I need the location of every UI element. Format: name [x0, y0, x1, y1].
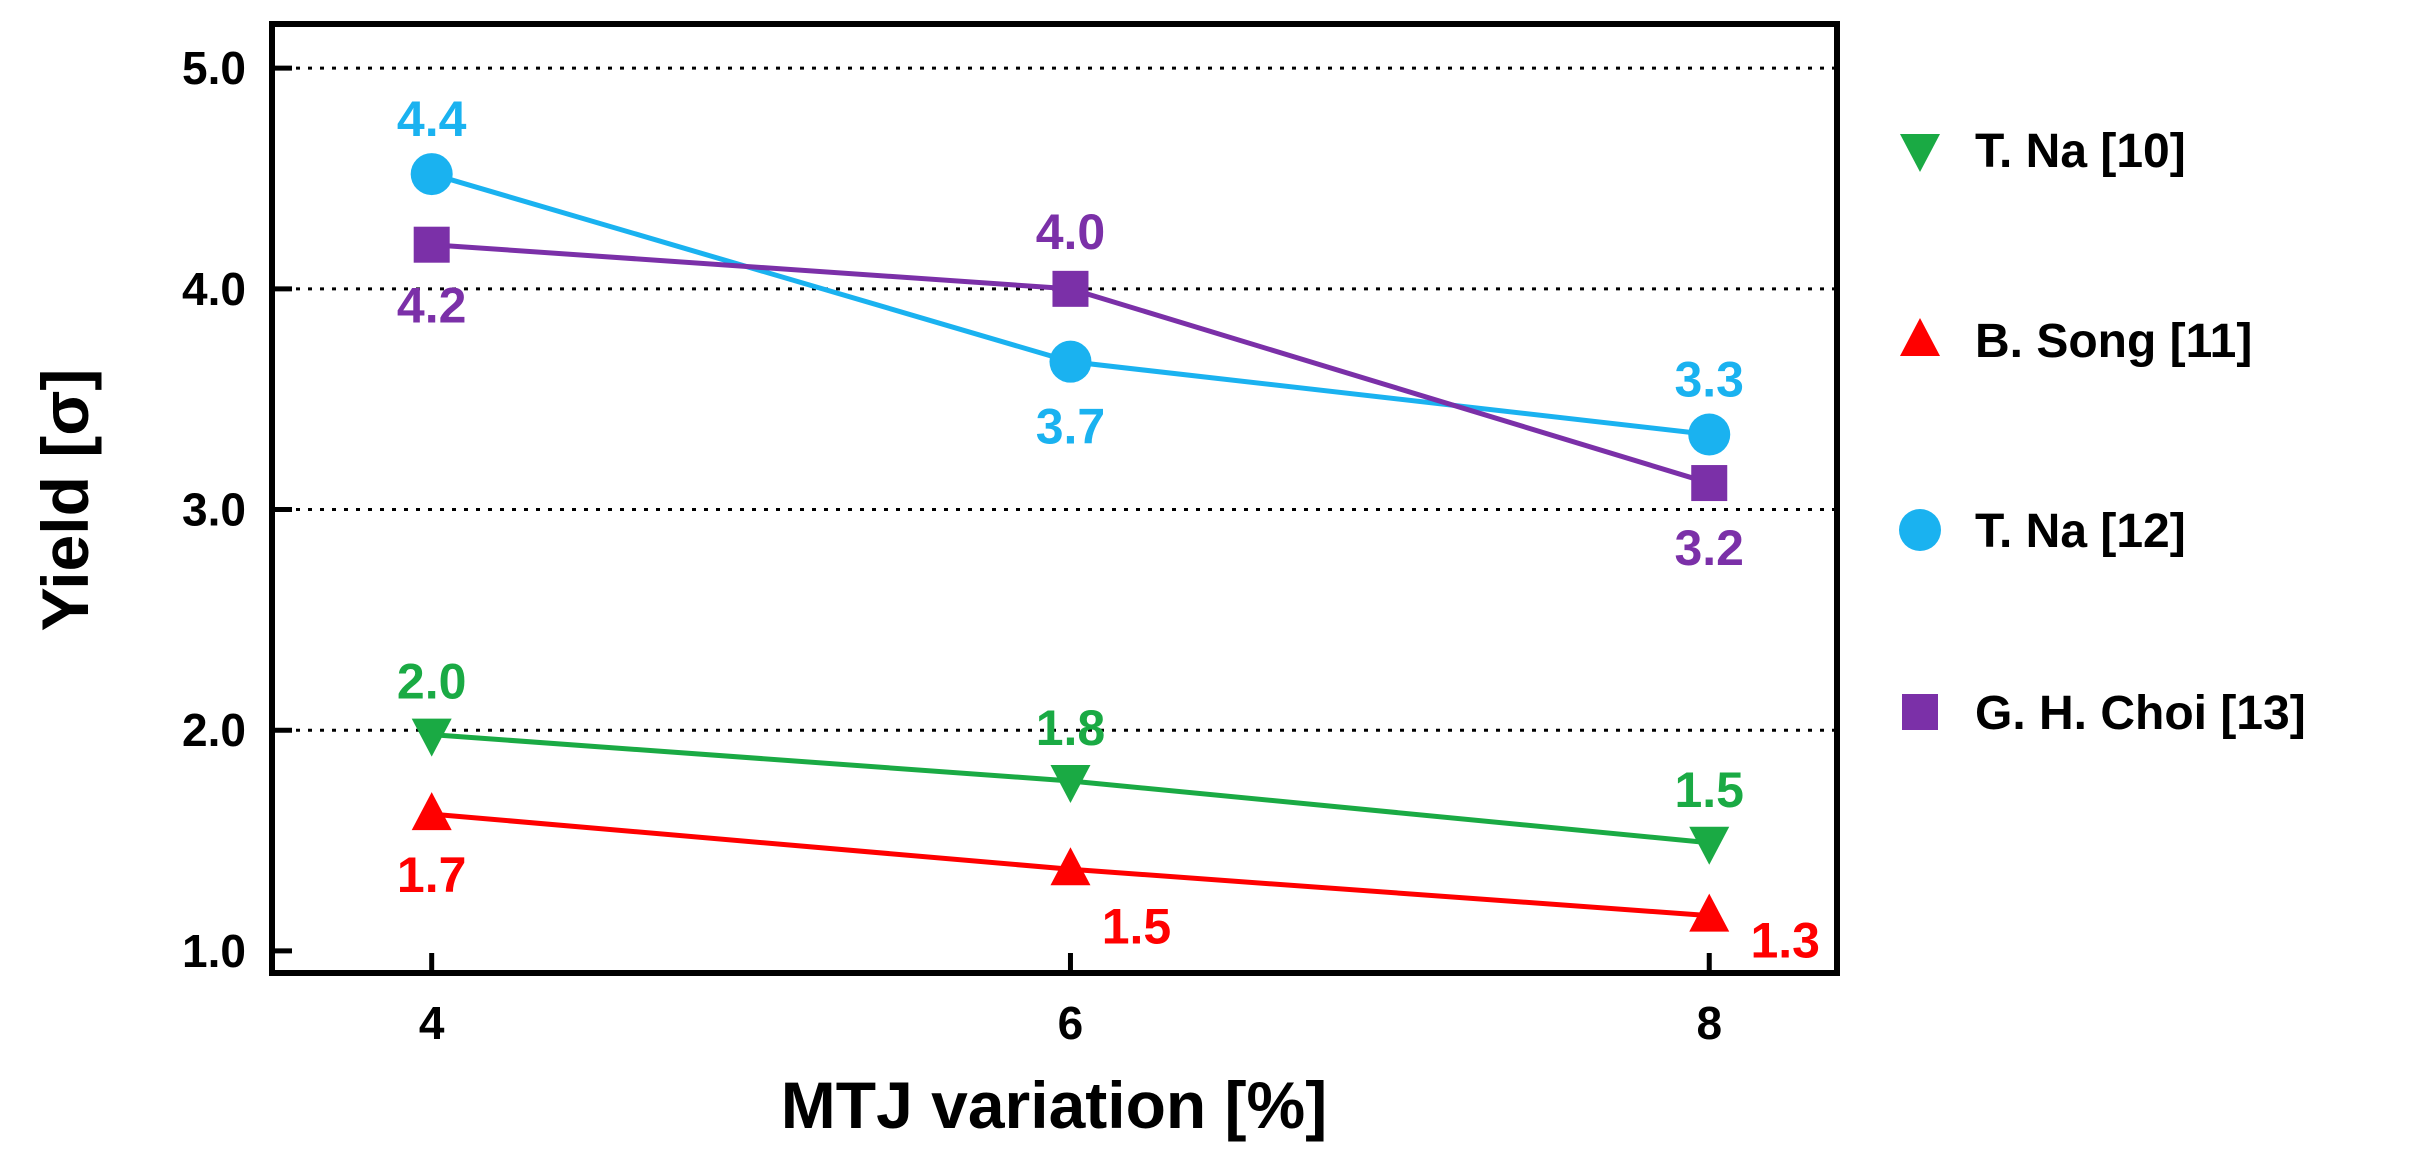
data-point: [1900, 134, 1940, 172]
data-label: 1.3: [1750, 913, 1820, 969]
data-label: 3.2: [1674, 520, 1744, 576]
x-axis-title: MTJ variation [%]: [781, 1068, 1327, 1142]
data-point: [1899, 509, 1941, 551]
data-point: [1052, 270, 1089, 307]
series-layer: [410, 153, 1731, 932]
x-tick-label: 6: [1058, 997, 1084, 1049]
data-point: [1691, 465, 1728, 502]
legend-label: G. H. Choi [13]: [1975, 687, 2306, 740]
data-label: 4.4: [397, 91, 467, 147]
data-label: 1.7: [397, 847, 467, 903]
legend-label: T. Na [10]: [1975, 125, 2186, 178]
legend-label: T. Na [12]: [1975, 505, 2186, 558]
data-label: 1.5: [1102, 898, 1172, 954]
x-tick-label: 4: [419, 997, 445, 1049]
data-point: [1050, 847, 1091, 886]
data-point: [1900, 318, 1940, 356]
data-label: 1.5: [1674, 762, 1744, 818]
y-tick-label: 3.0: [182, 484, 246, 536]
data-label: 3.7: [1036, 399, 1106, 455]
data-point: [411, 718, 452, 757]
data-point: [411, 792, 452, 831]
y-tick-label: 2.0: [182, 704, 246, 756]
data-label: 3.3: [1674, 351, 1744, 407]
data-label: 2.0: [397, 654, 467, 710]
data-point: [413, 226, 450, 263]
data-label: 1.8: [1036, 700, 1106, 756]
label-layer: 2.0 1.8 1.5 1.7 1.5 1.3 4.4 3.7 3.3 4.2 4.0 3.2: [397, 91, 1820, 969]
data-point: [1689, 826, 1730, 865]
data-point: [410, 153, 453, 196]
legend-label: B. Song [11]: [1975, 315, 2252, 368]
y-tick-label: 5.0: [182, 42, 246, 94]
legend: T. Na [10] B. Song [11] T. Na [12] G. H. Ch…: [1899, 125, 2306, 740]
axis-layer: 1.0 2.0 3.0 4.0 5.0 4 6 8: [182, 42, 1722, 1049]
y-axis-title: Yield [σ]: [28, 369, 102, 632]
x-tick-label: 8: [1696, 997, 1722, 1049]
data-point: [1050, 764, 1091, 803]
data-point: [1688, 413, 1731, 456]
data-label: 4.0: [1036, 204, 1106, 260]
y-tick-label: 4.0: [182, 263, 246, 315]
plot-frame: [269, 21, 1840, 976]
data-point: [1689, 893, 1730, 932]
data-point: [1902, 694, 1938, 730]
data-point: [1049, 340, 1092, 383]
y-tick-label: 1.0: [182, 925, 246, 977]
data-label: 4.2: [397, 278, 467, 334]
